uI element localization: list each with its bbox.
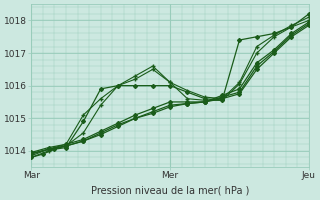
X-axis label: Pression niveau de la mer( hPa ): Pression niveau de la mer( hPa ) (91, 186, 249, 196)
